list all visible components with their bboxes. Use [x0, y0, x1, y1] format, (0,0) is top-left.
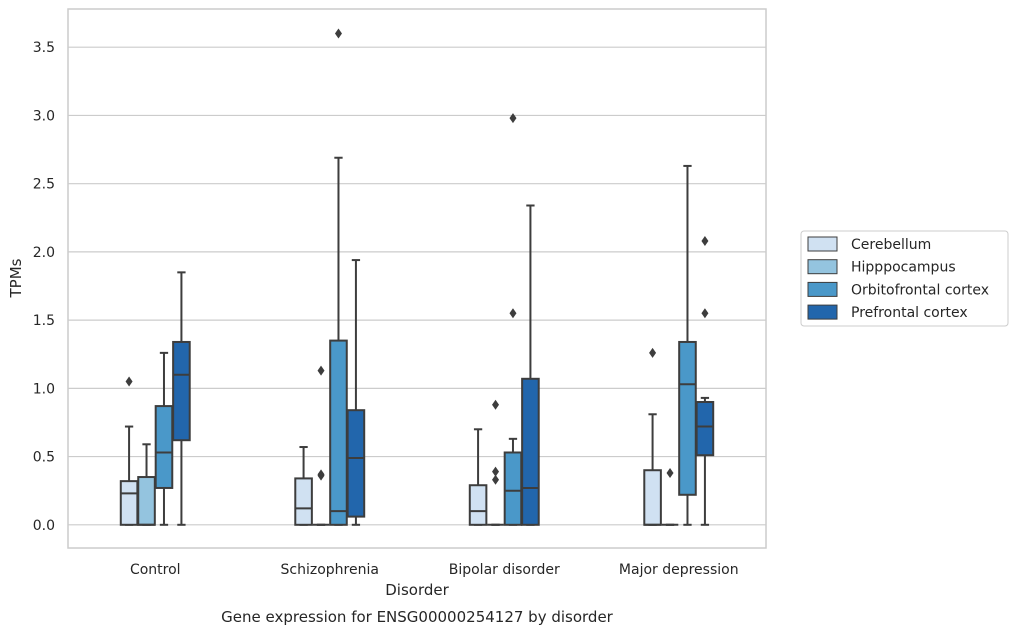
- y-tick-label: 0.5: [33, 450, 55, 466]
- box: [312, 365, 330, 526]
- box-body: [172, 340, 191, 442]
- outlier-point: [701, 308, 709, 319]
- outlier-point: [509, 308, 517, 319]
- y-tick-labels: 0.0 0.5 1.0 1.5 2.0 2.5 3.0 3.5: [33, 40, 55, 534]
- y-tick-label: 3.0: [33, 108, 55, 124]
- x-tick-label: Bipolar disorder: [449, 562, 560, 578]
- box-body: [346, 409, 366, 518]
- chart-caption: Gene expression for ENSG00000254127 by d…: [221, 608, 614, 626]
- box: [521, 204, 540, 526]
- legend-swatch: [807, 304, 838, 320]
- box: [137, 443, 156, 526]
- plot-area: [68, 9, 766, 548]
- x-axis-label: Disorder: [385, 581, 449, 599]
- box-series: [119, 28, 715, 526]
- y-tick-label: 1.5: [33, 313, 55, 329]
- x-tick-label: Schizophrenia: [281, 562, 379, 578]
- legend-label: Orbitofrontal cortex: [851, 282, 989, 298]
- x-tick-labels: Control Schizophrenia Bipolar disorder Majo…: [130, 562, 739, 578]
- box-body: [695, 400, 715, 457]
- box-body: [643, 469, 662, 526]
- x-tick-label: Major depression: [619, 562, 739, 578]
- box: [119, 376, 139, 526]
- legend-swatch: [807, 281, 838, 297]
- legend-label: Cerebellum: [851, 237, 931, 253]
- outlier-point: [509, 113, 517, 124]
- legend-label: Hipppocampus: [851, 260, 956, 276]
- outlier-point: [492, 466, 500, 477]
- legend-label: Prefrontal cortex: [851, 305, 968, 321]
- box: [346, 259, 366, 526]
- box-body: [678, 340, 697, 496]
- outlier-point: [125, 376, 133, 387]
- box: [503, 113, 523, 526]
- box: [154, 351, 174, 526]
- outlier-point: [317, 469, 325, 480]
- box-body: [468, 484, 488, 526]
- box-body: [503, 451, 523, 526]
- outlier-point: [492, 474, 500, 485]
- y-tick-label: 0.0: [33, 518, 55, 534]
- box-body: [137, 476, 156, 526]
- box: [643, 347, 662, 526]
- box: [468, 428, 488, 526]
- legend-frame: [800, 230, 1009, 327]
- y-axis-label: TPMs: [7, 258, 25, 298]
- x-tick-label: Control: [130, 562, 181, 578]
- box-body: [521, 377, 540, 526]
- legend: Cerebellum Hipppocampus Orbitofrontal cort…: [800, 230, 1009, 327]
- box-body: [154, 405, 174, 489]
- box: [661, 467, 679, 526]
- box: [294, 446, 313, 526]
- outlier-point: [701, 235, 709, 246]
- box: [695, 235, 715, 526]
- outlier-point: [317, 365, 325, 376]
- outlier-point: [492, 399, 500, 410]
- plot-frame: [67, 8, 767, 549]
- legend-swatch: [807, 236, 838, 252]
- box-body: [119, 480, 139, 526]
- outlier-point: [649, 347, 657, 358]
- y-tick-label: 2.5: [33, 177, 55, 193]
- box-body: [294, 477, 313, 526]
- box: [172, 271, 191, 526]
- outlier-point: [334, 28, 342, 39]
- legend-swatch: [807, 259, 838, 275]
- outlier-point: [666, 467, 674, 478]
- box: [678, 164, 697, 526]
- box-body: [329, 339, 348, 526]
- y-tick-label: 1.0: [33, 381, 55, 397]
- y-tick-label: 3.5: [33, 40, 55, 56]
- box: [487, 399, 504, 526]
- y-tick-label: 2.0: [33, 245, 55, 261]
